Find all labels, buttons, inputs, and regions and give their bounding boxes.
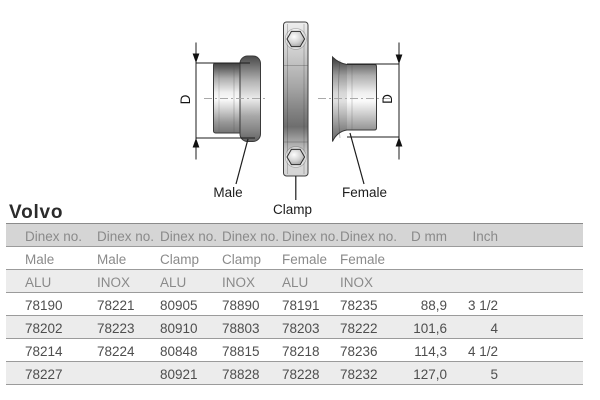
header-cell [498, 289, 583, 292]
table-row: 78202 78223 80910 78803 78203 78222 101,… [6, 316, 583, 339]
header-cell: ALU [25, 274, 52, 290]
header-cell: Dinex no. [25, 228, 83, 244]
header-cell [447, 266, 498, 269]
table-cell: 78203 [282, 320, 320, 336]
header-cell: Dinex no. [222, 228, 280, 244]
clamp-label: Clamp [273, 202, 312, 217]
header-cell: Clamp [160, 251, 200, 267]
table-cell: 78218 [282, 343, 320, 359]
table-cell: 80848 [160, 343, 198, 359]
header-cell [498, 243, 583, 246]
d-dimension-label-right: D [380, 94, 395, 104]
table-cell: 127,0 [413, 366, 447, 382]
table-cell: 80921 [160, 366, 198, 382]
table-cell: 78232 [340, 366, 378, 382]
table-cell: 80910 [160, 320, 198, 336]
bolt-icon [284, 146, 307, 168]
page-title: Volvo [9, 202, 64, 223]
table-cell: 3 1/2 [467, 297, 498, 313]
table-header-row: ALU INOX ALU INOX ALU INOX [6, 270, 583, 293]
male-label: Male [213, 185, 242, 200]
fitting-diagram: D D Male Clamp Female [178, 21, 403, 217]
header-cell: Female [340, 251, 386, 267]
female-leader-line [349, 132, 365, 185]
table-row: 78214 78224 80848 78815 78218 78236 114,… [6, 339, 583, 362]
male-leader-line [235, 138, 249, 185]
dimension-line-left [192, 42, 255, 160]
dimension-line-right [347, 42, 403, 160]
table-cell: 78202 [25, 320, 63, 336]
table-cell: 78815 [222, 343, 260, 359]
table-cell: 114,3 [414, 343, 447, 359]
header-cell: Female [282, 251, 328, 267]
table-cell: 78224 [97, 343, 135, 359]
d-dimension-label-left: D [178, 94, 193, 104]
header-cell [447, 289, 498, 292]
header-cell: INOX [340, 274, 374, 290]
header-cell: INOX [222, 274, 256, 290]
table-cell: 78214 [25, 343, 63, 359]
header-cell: D mm [411, 228, 447, 244]
table-cell: 4 1/2 [467, 343, 498, 359]
table-cell [498, 358, 583, 361]
clamp-part [283, 21, 309, 177]
table-cell: 5 [490, 366, 498, 382]
parts-table: Dinex no. Dinex no. Dinex no. Dinex no. … [6, 223, 583, 385]
table-cell: 78236 [340, 343, 378, 359]
table-cell: 78235 [340, 297, 378, 313]
table-header-row: Dinex no. Dinex no. Dinex no. Dinex no. … [6, 224, 583, 247]
female-part [332, 55, 377, 142]
header-cell: INOX [97, 274, 131, 290]
header-cell [410, 266, 447, 269]
table-row: 78227 80921 78828 78228 78232 127,0 5 [6, 362, 583, 385]
header-cell: Dinex no. [282, 228, 340, 244]
female-label: Female [342, 185, 387, 200]
table-cell: 88,9 [420, 297, 447, 313]
header-cell: Dinex no. [160, 228, 218, 244]
table-cell: 78222 [340, 320, 378, 336]
male-part [213, 55, 261, 142]
table-cell [498, 381, 583, 384]
header-cell: ALU [160, 274, 187, 290]
table-cell: 78228 [282, 366, 320, 382]
table-cell [498, 312, 583, 315]
table-header-row: Male Male Clamp Clamp Female Female [6, 247, 583, 270]
header-cell: Male [25, 251, 55, 267]
header-cell: Male [97, 251, 127, 267]
table-cell: 78223 [97, 320, 135, 336]
header-cell: Clamp [222, 251, 262, 267]
table-cell: 78803 [222, 320, 260, 336]
header-cell: Dinex no. [97, 228, 155, 244]
table-cell: 80905 [160, 297, 198, 313]
header-cell [410, 289, 447, 292]
header-cell: Inch [472, 228, 498, 244]
table-cell [97, 381, 160, 384]
table-cell: 101,6 [413, 320, 447, 336]
table-cell: 78828 [222, 366, 260, 382]
bolt-icon [284, 28, 307, 50]
table-cell: 78890 [222, 297, 260, 313]
table-cell: 78191 [282, 297, 320, 313]
header-cell [498, 266, 583, 269]
header-cell: ALU [282, 274, 309, 290]
table-cell: 78227 [25, 366, 63, 382]
table-cell [498, 335, 583, 338]
header-cell: Dinex no. [340, 228, 398, 244]
table-cell: 78221 [97, 297, 135, 313]
table-cell: 78190 [25, 297, 63, 313]
table-cell: 4 [490, 320, 498, 336]
table-row: 78190 78221 80905 78890 78191 78235 88,9… [6, 293, 583, 316]
